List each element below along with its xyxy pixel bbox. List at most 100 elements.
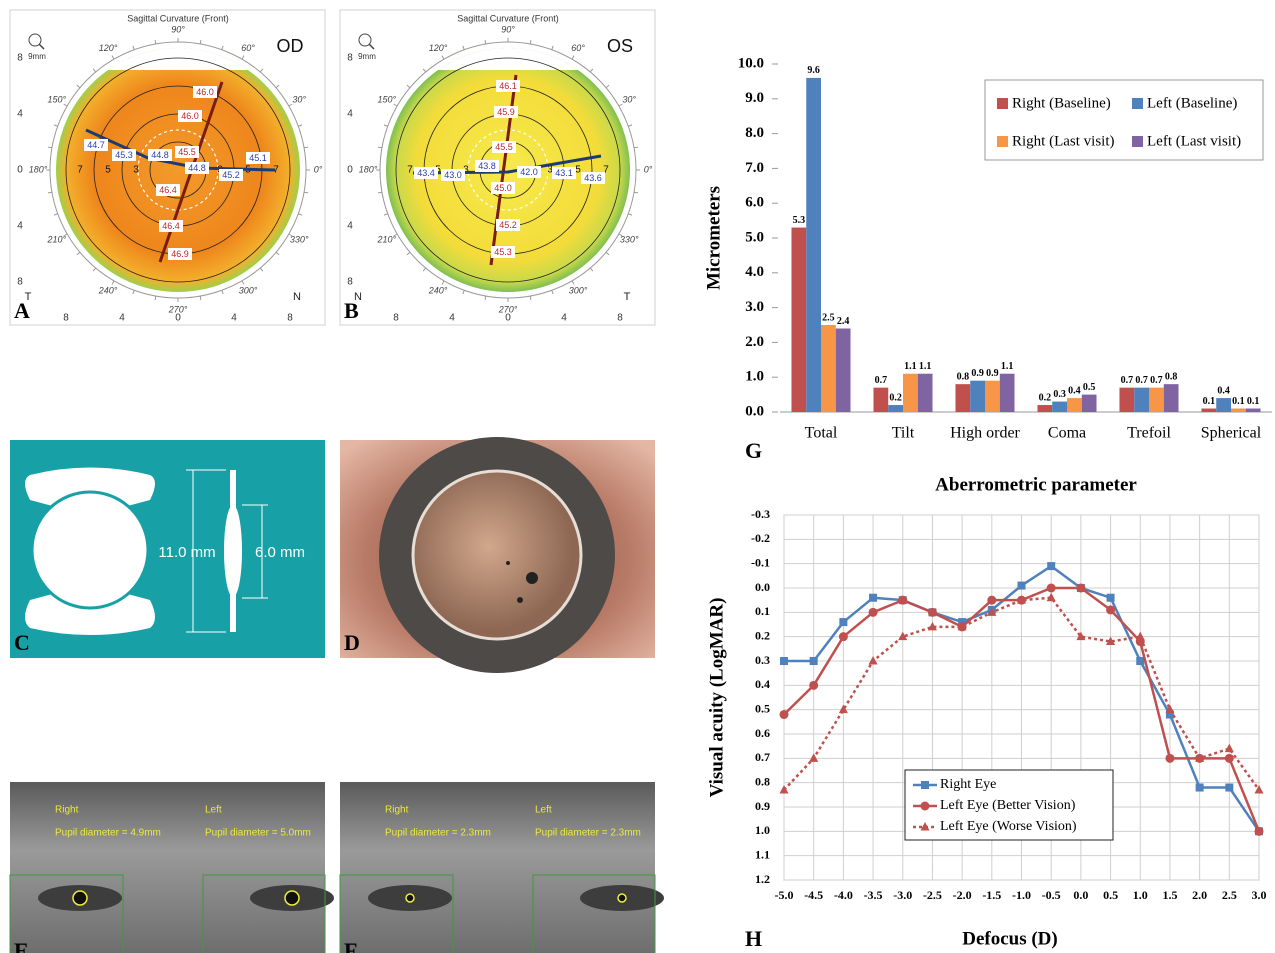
reading: 46.1 [499, 81, 517, 91]
value-label: 0.7 [1121, 375, 1134, 386]
lens-optic [32, 492, 148, 608]
angle-label: 90° [501, 24, 515, 34]
y-tick-label: 5.0 [745, 229, 764, 245]
x-tick-label: -5.0 [775, 888, 794, 902]
scale-label: 8 [617, 313, 623, 324]
reading: 43.6 [584, 173, 602, 183]
scale-label: 4 [347, 221, 353, 232]
panel-letter: E [14, 938, 29, 953]
y-tick-label: 0.4 [755, 677, 770, 691]
value-label: 0.8 [1165, 371, 1178, 382]
x-tick-label: -4.5 [804, 888, 823, 902]
panel-letter: D [344, 630, 360, 655]
x-tick-label: High order [950, 425, 1020, 442]
marker [1107, 594, 1115, 602]
y-tick-label: 3.0 [745, 299, 764, 315]
y-tick-label: 1.1 [755, 847, 770, 861]
legend-label: Right (Baseline) [1012, 95, 1111, 111]
angle-label: 0° [644, 164, 653, 174]
scale-label: 8 [17, 277, 23, 288]
scale-label: 4 [17, 221, 23, 232]
x-tick-label: Trefoil [1127, 425, 1171, 442]
reading: 45.2 [499, 220, 517, 230]
angle-label: 180° [359, 164, 378, 174]
scale-label: 4 [347, 109, 353, 120]
y-tick-label: 0.9 [755, 799, 770, 813]
bar [1037, 405, 1052, 412]
bar [791, 228, 806, 412]
value-label: 0.1 [1232, 396, 1245, 407]
reading: 45.3 [494, 247, 512, 257]
reading: 45.0 [494, 183, 512, 193]
value-label: 2.5 [822, 312, 835, 323]
eye-label: OS [607, 36, 633, 56]
y-axis-label: Visual acuity (LogMAR) [706, 598, 727, 798]
x-tick-label: 2.0 [1192, 888, 1207, 902]
angle-label: 210° [46, 234, 66, 244]
eye-side-label: Left [205, 805, 222, 816]
value-label: 0.7 [1135, 375, 1148, 386]
angle-label: 150° [47, 94, 66, 104]
value-label: 2.4 [837, 316, 850, 327]
optic-label: 6.0 mm [255, 544, 305, 561]
bar [1000, 374, 1015, 412]
angle-label: 120° [429, 43, 448, 53]
legend-label: Left Eye (Better Vision) [940, 798, 1076, 813]
x-tick-label: -3.5 [864, 888, 883, 902]
bar [1149, 388, 1164, 412]
bar [821, 325, 836, 412]
topography-panel: Sagittal Curvature (Front)90°60°30°0°330… [340, 10, 655, 325]
reading: 43.1 [555, 168, 573, 178]
scale-label: 8 [63, 313, 69, 324]
marker [780, 657, 788, 665]
angle-label: 330° [620, 234, 639, 244]
y-tick-label: -0.3 [751, 507, 770, 521]
scale-label: 8 [17, 53, 23, 64]
angle-label: 120° [99, 43, 118, 53]
degree-tick [200, 296, 201, 300]
reading: 43.0 [444, 170, 462, 180]
x-tick-label: -2.0 [953, 888, 972, 902]
map-title: Sagittal Curvature (Front) [127, 13, 229, 23]
reading: 46.9 [171, 249, 189, 259]
reading: 46.4 [162, 221, 180, 231]
marker [1018, 582, 1026, 590]
panel-letter: H [745, 926, 762, 951]
marker [869, 608, 878, 617]
bar [1201, 409, 1216, 412]
marker [809, 681, 818, 690]
angle-label: 30° [622, 94, 636, 104]
reading: 43.4 [417, 168, 435, 178]
legend-label: Right Eye [940, 777, 996, 792]
degree-tick [530, 40, 531, 44]
angle-label: 240° [428, 286, 448, 296]
panel-letter: A [14, 298, 30, 323]
pupil [406, 894, 414, 902]
legend-marker [921, 802, 930, 811]
marker [987, 596, 996, 605]
side-label: T [624, 291, 631, 303]
angle-label: 150° [377, 94, 396, 104]
panel-letter: F [344, 938, 357, 953]
reading: 46.4 [159, 185, 177, 195]
y-tick-label: 0.0 [745, 403, 764, 419]
x-tick-label: 1.0 [1133, 888, 1148, 902]
x-tick-label: Spherical [1201, 425, 1262, 442]
bar [1134, 388, 1149, 412]
scale-label: 0 [505, 313, 511, 324]
pupil-diameter: Pupil diameter = 5.0mm [205, 828, 311, 839]
legend-label: Right (Last visit) [1012, 133, 1115, 149]
x-tick-label: -3.0 [893, 888, 912, 902]
y-tick-label: 7.0 [745, 160, 764, 176]
bar [955, 384, 970, 412]
x-axis-label: Aberrometric parameter [935, 474, 1137, 495]
marker [1225, 754, 1234, 763]
degree-tick [155, 296, 156, 300]
bar [1164, 384, 1179, 412]
angle-label: 330° [290, 234, 309, 244]
marker [1255, 827, 1264, 836]
marker [1136, 657, 1144, 665]
marker [1165, 754, 1174, 763]
x-tick-label: -4.0 [834, 888, 853, 902]
y-tick-label: 0.2 [755, 628, 770, 642]
